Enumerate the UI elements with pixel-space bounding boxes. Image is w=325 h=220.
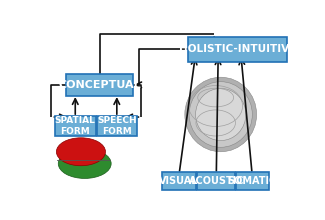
Ellipse shape (196, 88, 246, 141)
Text: SPEECH
FORM: SPEECH FORM (97, 116, 136, 136)
Ellipse shape (58, 149, 111, 178)
Ellipse shape (185, 77, 257, 152)
FancyBboxPatch shape (197, 172, 235, 190)
FancyBboxPatch shape (55, 116, 96, 136)
Text: CONCEPTUAL: CONCEPTUAL (58, 80, 141, 90)
Text: HOLISTIC-INTUITIVE: HOLISTIC-INTUITIVE (179, 44, 296, 54)
Ellipse shape (56, 138, 106, 166)
FancyBboxPatch shape (66, 74, 133, 95)
FancyBboxPatch shape (162, 172, 196, 190)
Text: ACOUSTIC: ACOUSTIC (188, 176, 244, 186)
FancyBboxPatch shape (97, 116, 137, 136)
Ellipse shape (189, 82, 252, 147)
Text: VISUAL: VISUAL (159, 176, 199, 186)
FancyBboxPatch shape (236, 172, 268, 190)
FancyBboxPatch shape (188, 37, 287, 62)
Text: SPATIAL
FORM: SPATIAL FORM (55, 116, 96, 136)
Text: SOMATIC: SOMATIC (227, 176, 277, 186)
